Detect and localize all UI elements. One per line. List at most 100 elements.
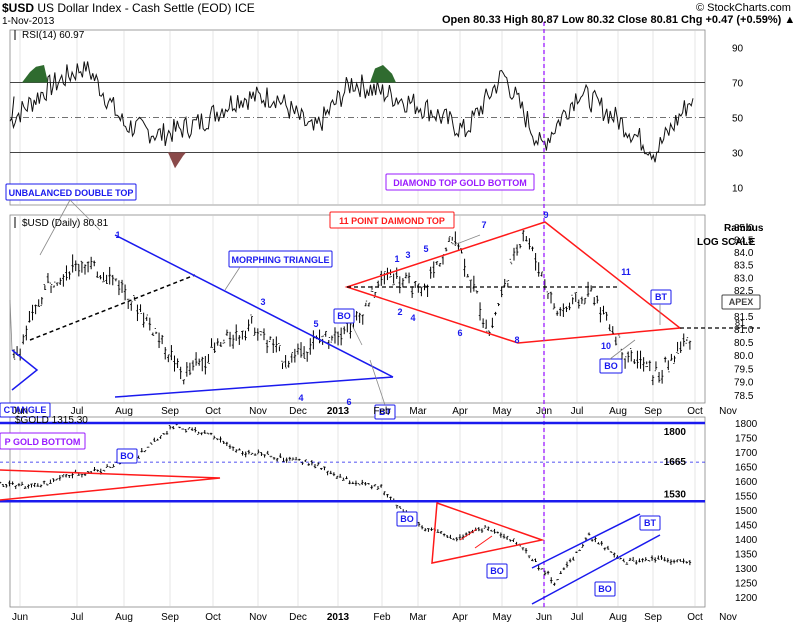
gold-x-axis-label: Jul bbox=[571, 612, 584, 622]
point-label: 5 bbox=[313, 319, 318, 329]
label-apex-box bbox=[721, 294, 761, 310]
chart-header: $USD US Dollar Index - Cash Settle (EOD)… bbox=[2, 1, 255, 15]
bt-box-usd-right-box bbox=[650, 289, 672, 305]
point-label: 11 bbox=[621, 267, 631, 277]
gold-x-axis-label: Jun bbox=[12, 612, 28, 622]
gold-level-label: 1530 bbox=[664, 489, 687, 500]
point-label: 10 bbox=[601, 341, 611, 351]
gold-x-axis-label: Nov bbox=[719, 612, 737, 622]
bo-box-usd-right: BO bbox=[604, 361, 618, 371]
usd-tick-label: 79.5 bbox=[734, 364, 754, 375]
usd-x-axis-label: Oct bbox=[687, 406, 703, 417]
usd-x-axis-label: Jul bbox=[571, 406, 584, 417]
usd-x-axis-label: Aug bbox=[609, 406, 627, 417]
usd-tick-label: 79.0 bbox=[734, 378, 754, 389]
neckline-dashed bbox=[29, 274, 196, 341]
gold-tick-label: 1350 bbox=[735, 550, 758, 561]
usd-x-axis-label: Jun bbox=[536, 406, 552, 417]
bt-box-gold-box bbox=[639, 515, 661, 531]
gold-tick-label: 1500 bbox=[735, 506, 758, 517]
usd-tick-label: 78.5 bbox=[734, 391, 754, 402]
rsi-overbought-fill bbox=[370, 65, 396, 83]
label-gold-bottom-partial-box bbox=[0, 432, 86, 450]
gold-x-axis-label: May bbox=[493, 612, 512, 622]
gold-tick-label: 1250 bbox=[735, 579, 758, 590]
label-morphing-triangle-box bbox=[228, 250, 333, 268]
symbol: $USD bbox=[2, 1, 35, 15]
usd-x-axis-label: Mar bbox=[409, 406, 427, 417]
gold-channel-upper bbox=[531, 513, 641, 569]
bo-box-gold-low: BO bbox=[490, 566, 504, 576]
gold-ohlc bbox=[0, 423, 692, 586]
label-gold-bottom-partial: P GOLD BOTTOM bbox=[5, 437, 81, 447]
usd-x-axis-label: Nov bbox=[719, 406, 737, 417]
rsi-title: RSI(14) 60.97 bbox=[22, 30, 85, 41]
rsi-overbought-fill bbox=[22, 65, 48, 83]
gold-x-axis-label: Aug bbox=[609, 612, 627, 622]
rsi-tick-label: 50 bbox=[732, 114, 744, 125]
gold-x-axis-label: Aug bbox=[115, 612, 133, 622]
point-label: 4 bbox=[298, 393, 303, 403]
usd-tick-label: 80.5 bbox=[734, 338, 754, 349]
gold-level-label: 1800 bbox=[664, 427, 687, 438]
usd-x-axis-label: Oct bbox=[205, 406, 221, 417]
panel-frame-3 bbox=[9, 416, 706, 608]
triangle-lower-line bbox=[114, 376, 394, 398]
gold-x-axis-label: Mar bbox=[409, 612, 427, 622]
usd-tick-label: 84.0 bbox=[734, 248, 754, 259]
label-unbalanced-double-top: UNBALANCED DOUBLE TOP bbox=[9, 188, 134, 198]
bo-box-usd-right-box bbox=[599, 358, 623, 374]
point-label: 6 bbox=[457, 328, 462, 338]
usd-tick-label: 80.0 bbox=[734, 351, 754, 362]
label-unbalanced-double-top-box bbox=[5, 183, 137, 201]
bo-box-gold-right: BO bbox=[598, 584, 612, 594]
gold-x-axis-label: Sep bbox=[644, 612, 662, 622]
point-label: 2 bbox=[397, 307, 402, 317]
usd-tick-label: 83.0 bbox=[734, 273, 754, 284]
usd-x-axis-label: Aug bbox=[115, 406, 133, 417]
rsi-tick-label: 90 bbox=[732, 44, 744, 55]
usd-x-axis-label: Apr bbox=[452, 406, 468, 417]
label-diamond-top-box bbox=[329, 211, 455, 229]
point-label: 7 bbox=[481, 220, 486, 230]
flag-tick bbox=[474, 535, 493, 549]
usd-tick-label: 85.0 bbox=[734, 223, 754, 234]
gold-tick-label: 1300 bbox=[735, 564, 758, 575]
gold-x-axis-label: Sep bbox=[161, 612, 179, 622]
label-diamond-top-gold-bottom-box bbox=[385, 173, 535, 191]
label-morphing-triangle: MORPHING TRIANGLE bbox=[232, 255, 330, 265]
point-label: 5 bbox=[423, 244, 428, 254]
usd-x-axis-label: Feb bbox=[373, 406, 391, 417]
gold-tick-label: 1800 bbox=[735, 419, 758, 430]
label-rambus: Rambus bbox=[724, 223, 764, 234]
gold-x-axis-label: Jul bbox=[71, 612, 84, 622]
exchange: ICE bbox=[234, 1, 255, 15]
gold-left-triangle bbox=[0, 469, 221, 501]
usd-tick-label: 81.0 bbox=[734, 325, 754, 336]
usd-x-axis-label: Sep bbox=[644, 406, 662, 417]
bo-box-gold-left-box bbox=[116, 448, 138, 464]
usd-x-axis-label: Jul bbox=[71, 406, 84, 417]
usd-x-axis-label: Dec bbox=[289, 406, 307, 417]
usd-tick-label: 82.5 bbox=[734, 286, 754, 297]
usd-x-axis-label: Jun bbox=[12, 406, 28, 417]
ohlc-readout: Open 80.33 High 80.87 Low 80.32 Close 80… bbox=[442, 14, 796, 26]
gold-tick-label: 1600 bbox=[735, 477, 758, 488]
usd-x-axis-label: May bbox=[493, 406, 512, 417]
gold-red-flag bbox=[431, 501, 545, 564]
point-label: 3 bbox=[405, 250, 410, 260]
gold-x-axis-label: Nov bbox=[249, 612, 267, 622]
label-rectangle-partial-box bbox=[0, 402, 51, 418]
pointer-line bbox=[69, 199, 101, 231]
point-label: 6 bbox=[346, 397, 351, 407]
label-apex-value: 81 bbox=[735, 318, 745, 328]
bo-box-gold-right-box bbox=[594, 581, 616, 597]
point-label: 8 bbox=[514, 335, 519, 345]
usd-tick-label: 84.5 bbox=[734, 235, 754, 246]
point-label: 1 bbox=[115, 230, 120, 240]
rsi-start-tick bbox=[11, 96, 15, 118]
usd-x-axis-label: 2013 bbox=[327, 406, 350, 417]
rsi-oversold-fill bbox=[168, 152, 186, 169]
bo-box-gold-low-box bbox=[486, 563, 508, 579]
